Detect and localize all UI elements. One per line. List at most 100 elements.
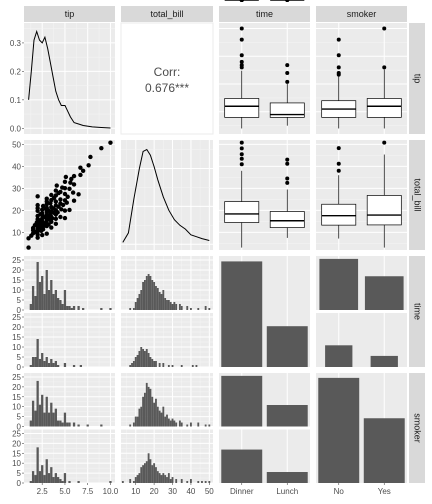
histogram-bar [186,424,189,427]
box-Dinner [224,98,260,118]
histogram-bar [100,424,103,427]
scatter-point [53,216,59,221]
y-tick-label-count: 20 [12,383,21,392]
panel-correlation [121,23,213,134]
scatter-point [62,179,68,184]
histogram-bar [175,479,178,483]
y-tick-label-bill: 10 [12,228,21,237]
histogram-bar [153,402,156,427]
histogram-bar [77,306,80,310]
histogram-bar [82,308,85,310]
histogram-bar [77,424,80,427]
histogram-bar [149,388,152,427]
histogram-bar [156,288,159,310]
bar-Dinner-No [319,258,359,310]
histogram-bar [180,365,183,367]
histogram-bar [59,420,62,427]
histogram-bar [129,424,132,427]
box-Yes [366,98,402,118]
y-tick-label-count: 15 [12,276,21,285]
scatter-point [62,208,68,213]
column-strip-smoker [316,6,407,22]
scatter-point [44,231,49,236]
scatter-point [40,227,46,232]
histogram-bar [36,447,39,483]
outlier-point [382,140,387,145]
histogram-bar [134,477,137,483]
bar-smoker-Yes [363,418,405,483]
histogram-bar [197,308,200,310]
histogram-bar [52,477,55,483]
outlier-point [336,37,341,42]
histogram-bar [63,473,67,483]
y-tick-label-density: 0.0 [10,124,22,133]
histogram-bar [142,465,144,483]
histogram-bar [45,270,48,310]
scatter-point [80,168,86,173]
y-tick-label-count: 20 [12,266,21,275]
y-tick-label-count: 20 [12,439,21,448]
panel-bill-by-time [219,140,310,250]
histogram-bar [136,475,139,483]
histogram-bar [61,481,64,483]
histogram-bar [155,286,157,310]
outlier-point [336,161,341,166]
histogram-bar [164,298,167,310]
histogram-bar [132,481,135,483]
histogram-bar [56,298,60,310]
histogram-bar [129,308,132,310]
histogram-bar [132,308,135,310]
box-No [321,203,357,226]
histogram-bar [142,349,144,367]
histogram-bar [68,306,71,310]
bar-Yes-Dinner [221,449,263,483]
histogram-bar [66,306,69,310]
x-tick-label-bill: 50 [205,487,214,496]
y-tick-label-count: 15 [12,333,21,342]
scatter-point [46,222,51,227]
scatter-point [69,176,74,182]
histogram-bar [54,408,57,427]
histogram-bar [38,359,42,367]
bar-No-Lunch [266,405,308,427]
scatter-point [35,232,40,237]
histogram-bar [166,477,168,483]
histogram-bar [38,282,42,310]
histogram-bar [142,282,144,310]
histogram-bar [180,306,183,310]
box-Lunch [269,102,305,118]
y-tick-label-count: 25 [12,256,21,265]
histogram-bar [68,422,71,427]
row-strip-total_bill [409,140,425,250]
scatter-point [35,202,40,208]
column-strip-label-tip: tip [65,9,75,19]
histogram-bar [197,481,200,483]
histogram-bar [151,465,154,483]
scatter-point [59,207,64,212]
scatter-point [64,200,69,205]
histogram-bar [43,412,46,427]
scatter-point [58,214,63,220]
histogram-bar [72,306,76,310]
outlier-point [382,26,387,31]
y-tick-label-count: 5 [17,353,22,362]
scatter-point [78,172,83,178]
histogram-bar [160,294,163,310]
histogram-bar [144,351,146,367]
histogram-bar [41,276,44,310]
bar-Dinner-Yes [364,276,404,310]
histogram-bar [171,477,174,483]
y-tick-label-count: 10 [12,343,21,352]
histogram-bar [61,422,64,427]
histogram-bar [197,422,200,427]
histogram-bar [59,479,62,483]
histogram-bar [36,380,39,427]
histogram-bar [173,302,176,310]
panel-bill-by-smoker [316,140,407,250]
histogram-bar [41,353,44,367]
scatter-point [35,235,40,240]
y-tick-label-count: 5 [17,413,22,422]
scatter-point [55,210,60,215]
histogram-bar [109,481,112,483]
scatter-point [53,199,59,204]
